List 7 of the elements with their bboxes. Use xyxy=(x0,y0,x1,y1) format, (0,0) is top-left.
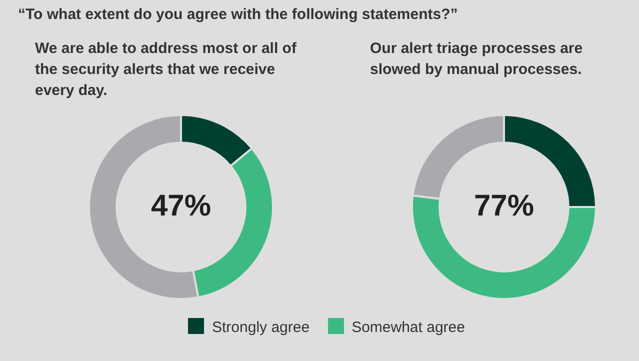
chart-title: “To what extent do you agree with the following statements?” xyxy=(18,6,459,23)
chart-subtitle: Our alert triage processes are slowed by manual processes. xyxy=(370,39,584,80)
legend-label: Strongly agree xyxy=(211,318,310,336)
chart-subtitle: We are able to address most or all of the security alerts that we receive every day. xyxy=(35,39,298,101)
text: 77% xyxy=(474,189,534,222)
text: 47% xyxy=(150,189,212,222)
legend-label: Somewhat agree xyxy=(350,318,465,336)
